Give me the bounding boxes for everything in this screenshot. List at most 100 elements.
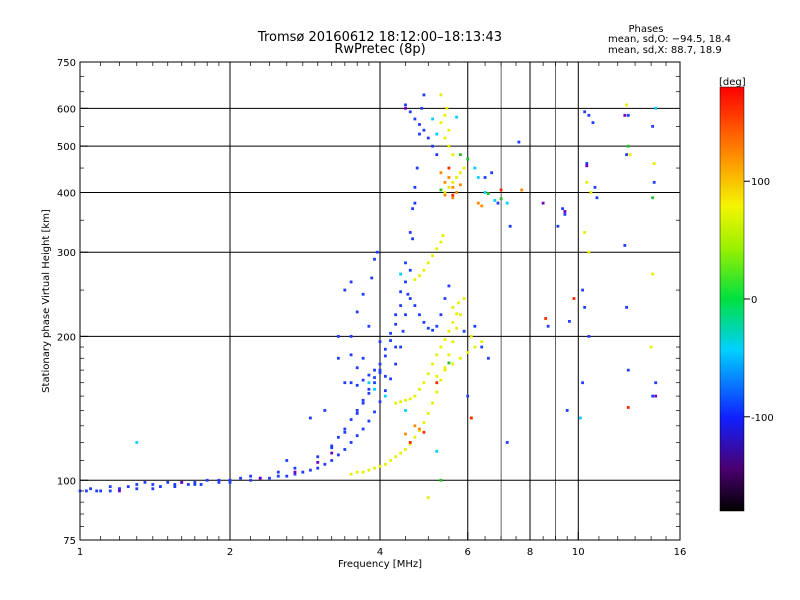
- data-point: [459, 183, 462, 187]
- data-point: [420, 106, 424, 110]
- data-point: [330, 444, 334, 448]
- data-point: [343, 430, 347, 434]
- data-point: [108, 489, 112, 493]
- data-point: [623, 244, 627, 247]
- data-point: [431, 144, 434, 148]
- data-point: [439, 478, 443, 482]
- data-point: [408, 297, 412, 300]
- data-point: [626, 144, 630, 148]
- data-point: [587, 113, 591, 117]
- data-point: [336, 435, 340, 439]
- data-point: [411, 237, 414, 241]
- data-point: [595, 196, 599, 200]
- data-point: [459, 313, 462, 317]
- data-point: [579, 416, 582, 420]
- data-point: [316, 455, 320, 459]
- data-point: [399, 290, 403, 294]
- data-point: [404, 409, 407, 412]
- data-point: [443, 180, 447, 184]
- data-point: [556, 224, 560, 228]
- data-point: [435, 324, 439, 328]
- data-point: [418, 387, 421, 391]
- data-point: [581, 381, 584, 385]
- data-point: [585, 180, 589, 184]
- data-point: [228, 478, 232, 482]
- data-point: [383, 389, 387, 393]
- data-point: [217, 478, 221, 482]
- x-tick-label: 16: [674, 547, 687, 558]
- data-point: [435, 132, 439, 136]
- data-point: [373, 466, 376, 470]
- data-point: [413, 394, 417, 398]
- data-point: [563, 212, 567, 216]
- data-point: [413, 185, 417, 189]
- data-point: [585, 164, 589, 168]
- data-point: [309, 416, 312, 420]
- data-point: [654, 381, 658, 385]
- data-point: [378, 362, 382, 366]
- data-point: [572, 297, 576, 300]
- data-point: [343, 448, 347, 451]
- data-point: [625, 153, 628, 157]
- data-point: [565, 409, 569, 412]
- data-point: [480, 204, 484, 208]
- data-point: [447, 353, 451, 357]
- data-point: [95, 489, 99, 493]
- data-point: [143, 480, 147, 484]
- data-point: [418, 313, 421, 317]
- data-point: [361, 427, 365, 431]
- data-point: [654, 106, 658, 110]
- data-point: [383, 394, 387, 398]
- data-point: [193, 480, 197, 484]
- data-point: [652, 162, 656, 165]
- data-point: [383, 354, 387, 358]
- data-point: [399, 272, 403, 276]
- data-point: [285, 459, 289, 462]
- data-point: [462, 166, 466, 170]
- data-point: [99, 489, 103, 493]
- data-point: [378, 340, 382, 344]
- data-point: [435, 449, 439, 453]
- y-tick-label: 400: [57, 188, 76, 199]
- data-point: [426, 372, 430, 376]
- data-point: [505, 441, 509, 444]
- data-point: [249, 474, 253, 478]
- data-point: [349, 472, 353, 476]
- data-point: [394, 362, 398, 366]
- colorbar: [719, 86, 745, 512]
- data-point: [544, 317, 548, 320]
- data-point: [404, 106, 407, 110]
- data-point: [415, 166, 419, 170]
- data-point: [651, 394, 655, 398]
- data-point: [626, 406, 630, 409]
- data-point: [626, 368, 630, 372]
- data-point: [404, 313, 407, 317]
- data-point: [355, 383, 359, 387]
- data-point: [441, 234, 445, 237]
- data-point: [651, 196, 655, 200]
- data-point: [418, 427, 421, 431]
- data-point: [389, 377, 392, 381]
- legend-title: Phases: [628, 24, 663, 35]
- data-point: [422, 93, 426, 97]
- data-point: [330, 446, 334, 450]
- data-point: [166, 480, 170, 484]
- data-point: [422, 128, 426, 132]
- data-point: [455, 176, 459, 179]
- data-point: [457, 301, 460, 305]
- data-point: [451, 320, 455, 324]
- data-point: [159, 485, 162, 489]
- data-point: [408, 441, 412, 444]
- data-point: [135, 487, 139, 491]
- data-point: [447, 144, 451, 148]
- data-point: [239, 476, 242, 480]
- data-point: [367, 468, 371, 472]
- data-point: [568, 319, 571, 323]
- y-tick-label: 300: [57, 248, 76, 259]
- data-point: [451, 153, 455, 157]
- data-point: [108, 485, 112, 489]
- data-point: [459, 153, 462, 157]
- data-point: [623, 113, 627, 117]
- data-point: [435, 247, 439, 251]
- data-point: [443, 113, 447, 117]
